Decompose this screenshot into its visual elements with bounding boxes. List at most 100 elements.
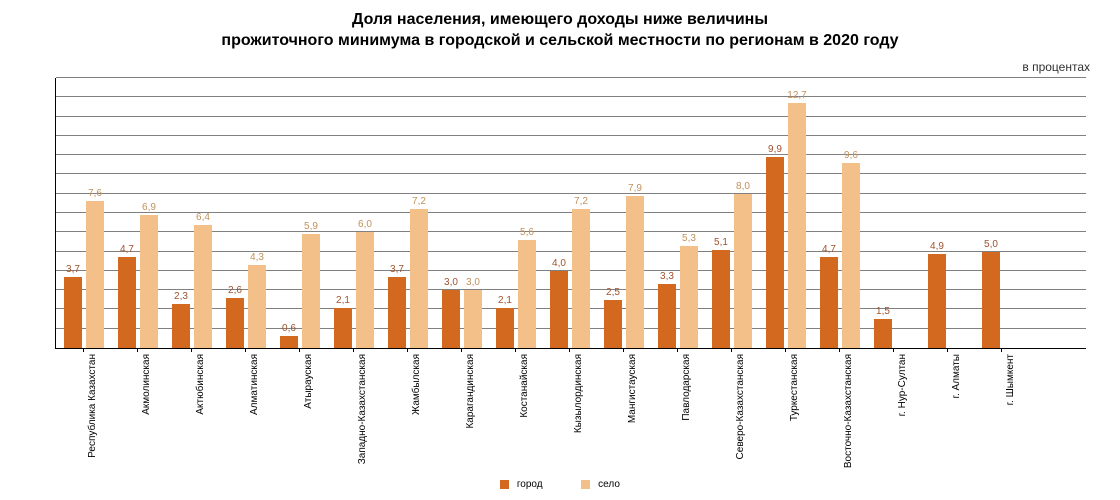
x-label: Восточно-Казахстанская (843, 354, 854, 468)
bar-village: 6,0 (356, 232, 374, 348)
bar-city: 3,0 (442, 290, 460, 348)
legend-label-city: город (517, 479, 543, 490)
bar-city: 4,9 (928, 254, 946, 349)
x-tick (353, 348, 354, 352)
bar-value-label: 6,0 (358, 219, 372, 232)
x-label: Мангистауская (627, 354, 638, 423)
legend-item-village: село (581, 479, 620, 490)
x-label: Атырауская (303, 354, 314, 409)
bar-city: 3,7 (388, 277, 406, 348)
x-label: г. Нур-Султан (897, 354, 908, 416)
bar-village: 7,6 (86, 201, 104, 348)
bar-village: 5,6 (518, 240, 536, 348)
title-line-1: Доля населения, имеющего доходы ниже вел… (0, 10, 1120, 31)
x-label: Костанайская (519, 354, 530, 418)
bar-village: 7,2 (572, 209, 590, 348)
x-label: г. Шымкент (1005, 354, 1016, 405)
bar-value-label: 2,1 (336, 295, 350, 308)
bar-city: 4,7 (118, 257, 136, 348)
chart-title: Доля населения, имеющего доходы ниже вел… (0, 0, 1120, 52)
bar-value-label: 12,7 (787, 90, 806, 103)
bar-value-label: 2,6 (228, 285, 242, 298)
plot-area: 3,77,64,76,92,36,42,64,30,65,92,16,03,77… (55, 78, 1086, 349)
x-label: Кызылординская (573, 354, 584, 433)
bar-village: 6,9 (140, 215, 158, 348)
bar-value-label: 4,3 (250, 252, 264, 265)
bar-value-label: 7,2 (574, 196, 588, 209)
x-tick (839, 348, 840, 352)
bar-value-label: 3,7 (390, 264, 404, 277)
x-tick (731, 348, 732, 352)
bar-village: 12,7 (788, 103, 806, 348)
bar-city: 3,3 (658, 284, 676, 348)
bar-city: 2,1 (334, 308, 352, 349)
x-tick (191, 348, 192, 352)
bar-value-label: 5,1 (714, 237, 728, 250)
bar-value-label: 3,7 (66, 264, 80, 277)
x-label: Карагандинская (465, 354, 476, 429)
bar-city: 2,6 (226, 298, 244, 348)
x-tick (515, 348, 516, 352)
bar-value-label: 2,5 (606, 287, 620, 300)
bar-village: 7,2 (410, 209, 428, 348)
bar-value-label: 5,0 (984, 239, 998, 252)
bar-value-label: 2,3 (174, 291, 188, 304)
x-label: Западно-Казахстанская (357, 354, 368, 464)
bar-value-label: 3,0 (444, 277, 458, 290)
bar-city: 9,9 (766, 157, 784, 348)
x-tick (785, 348, 786, 352)
bar-city: 4,7 (820, 257, 838, 348)
bar-city: 2,5 (604, 300, 622, 348)
x-tick (893, 348, 894, 352)
bars-layer: 3,77,64,76,92,36,42,64,30,65,92,16,03,77… (56, 78, 1086, 348)
x-label: Павлодарская (681, 354, 692, 421)
bar-value-label: 6,9 (142, 202, 156, 215)
bar-city: 1,5 (874, 319, 892, 348)
bar-value-label: 0,6 (282, 323, 296, 336)
bar-village: 8,0 (734, 194, 752, 348)
x-axis-labels: Республика КазахстанАкмолинскаяАктюбинск… (55, 348, 1085, 458)
x-tick (1001, 348, 1002, 352)
x-tick (407, 348, 408, 352)
bar-village: 7,9 (626, 196, 644, 348)
x-label: Акмолинская (141, 354, 152, 415)
x-label: г. Алматы (951, 354, 962, 398)
x-tick (623, 348, 624, 352)
legend-swatch-city (500, 480, 509, 489)
legend-item-city: город (500, 479, 543, 490)
bar-value-label: 5,3 (682, 233, 696, 246)
legend-label-village: село (598, 479, 620, 490)
x-tick (245, 348, 246, 352)
chart-container: Доля населения, имеющего доходы ниже вел… (0, 0, 1120, 500)
bar-value-label: 4,9 (930, 241, 944, 254)
x-label: Туркестанская (789, 354, 800, 421)
bar-village: 9,6 (842, 163, 860, 348)
bar-value-label: 8,0 (736, 181, 750, 194)
bar-village: 4,3 (248, 265, 266, 348)
x-label: Жамбылская (411, 354, 422, 415)
bar-city: 2,3 (172, 304, 190, 348)
bar-value-label: 4,7 (120, 244, 134, 257)
bar-city: 5,0 (982, 252, 1000, 348)
bar-value-label: 6,4 (196, 212, 210, 225)
bar-value-label: 1,5 (876, 306, 890, 319)
bar-city: 3,7 (64, 277, 82, 348)
title-line-2: прожиточного минимума в городской и сель… (0, 31, 1120, 52)
bar-village: 3,0 (464, 290, 482, 348)
bar-city: 4,0 (550, 271, 568, 348)
x-tick (569, 348, 570, 352)
bar-village: 5,3 (680, 246, 698, 348)
bar-value-label: 9,9 (768, 144, 782, 157)
unit-label: в процентах (1022, 60, 1090, 74)
bar-value-label: 2,1 (498, 295, 512, 308)
bar-city: 5,1 (712, 250, 730, 348)
bar-value-label: 4,0 (552, 258, 566, 271)
bar-value-label: 4,7 (822, 244, 836, 257)
bar-value-label: 5,6 (520, 227, 534, 240)
bar-value-label: 7,2 (412, 196, 426, 209)
bar-city: 2,1 (496, 308, 514, 349)
bar-value-label: 5,9 (304, 221, 318, 234)
bar-village: 6,4 (194, 225, 212, 348)
legend: город село (0, 479, 1120, 490)
bar-value-label: 3,0 (466, 277, 480, 290)
